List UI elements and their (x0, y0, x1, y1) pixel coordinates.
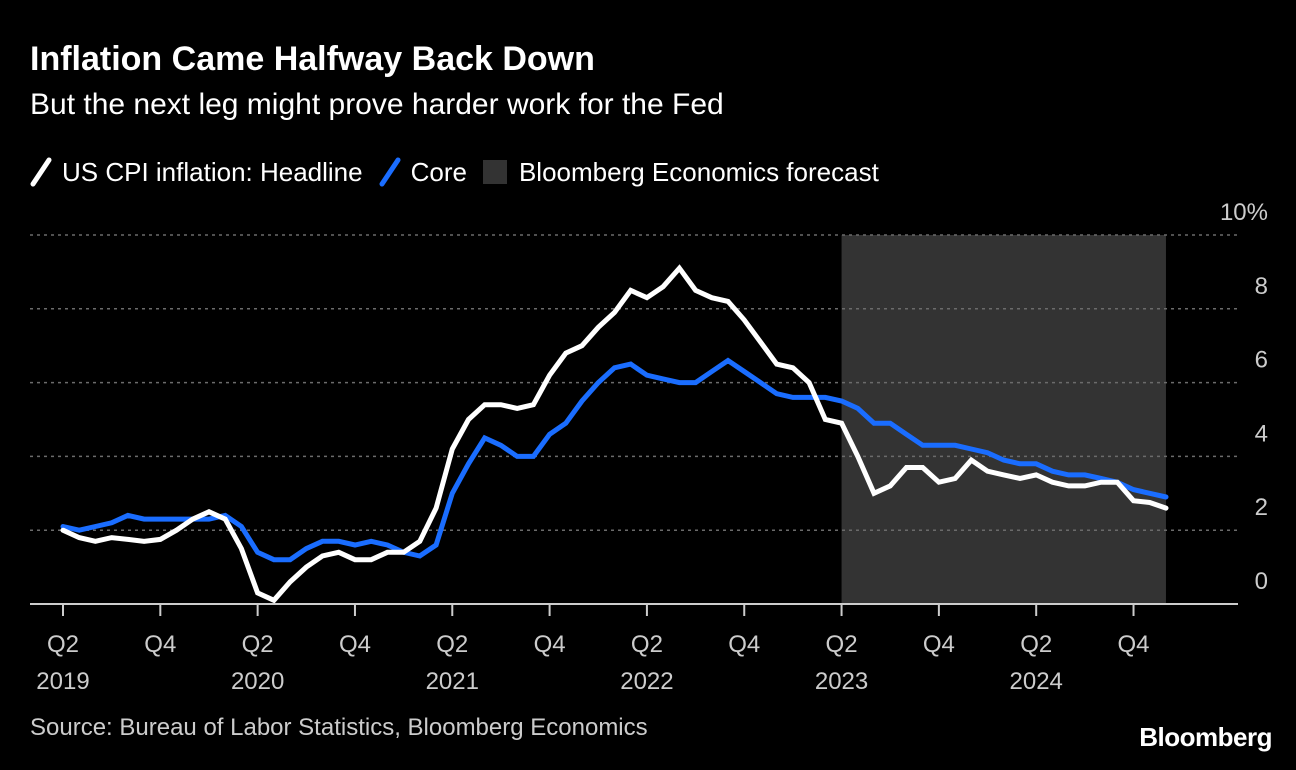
core-series-line (60, 357, 1169, 563)
label-layer: 10% 8 6 4 2 0 Q2 2019 Q4 Q2 2020 Q4 Q2 2021 Q4 Q2 2022 Q4… (36, 199, 1268, 695)
x-tick-label-year: 2023 (815, 668, 868, 695)
legend-headline-label: US CPI inflation: Headline (62, 156, 363, 187)
forecast-swatch-icon (482, 160, 507, 184)
y-tick-label: 8 (1255, 273, 1268, 300)
x-tick-label-quarter: Q4 (1118, 631, 1150, 658)
axis-layer (30, 603, 1238, 616)
x-tick-label-quarter: Q2 (1020, 631, 1052, 658)
x-tick-label-year: 2022 (620, 668, 673, 695)
x-tick-label-quarter: Q2 (631, 631, 663, 658)
y-tick-label: 0 (1255, 568, 1268, 595)
x-tick-label-year: 2019 (36, 668, 89, 695)
x-tick-label-year: 2020 (231, 668, 284, 695)
x-tick-label-quarter: Q2 (436, 631, 468, 658)
source-note: Source: Bureau of Labor Statistics, Bloo… (30, 714, 648, 741)
x-tick-label-quarter: Q2 (47, 631, 79, 658)
legend-core-label: Core (410, 156, 467, 187)
legend-item-forecast: Bloomberg Economics forecast (482, 156, 879, 188)
headline-swatch-stroke (30, 157, 52, 187)
y-tick-label: 6 (1255, 347, 1268, 374)
bloomberg-logo: Bloomberg (1139, 722, 1272, 752)
legend-item-core: Core (379, 157, 467, 188)
legend: US CPI inflation: Headline Core Bloomber… (30, 154, 895, 190)
x-tick-label-quarter: Q4 (923, 631, 955, 658)
chart-subtitle: But the next leg might prove harder work… (30, 88, 724, 121)
core-line-swatch-icon (379, 157, 401, 187)
x-tick-label-year: 2024 (1010, 668, 1063, 695)
y-tick-label: 2 (1255, 494, 1268, 521)
forecast-layer (841, 235, 1166, 604)
x-tick-label-quarter: Q4 (728, 631, 760, 658)
series-layer (60, 264, 1169, 604)
x-tick-label-year: 2021 (426, 668, 479, 695)
headline-line-swatch-icon (30, 157, 52, 187)
x-tick-label-quarter: Q2 (826, 631, 858, 658)
headline-series-line (60, 264, 1169, 604)
y-tick-label: 10% (1220, 199, 1268, 226)
grid-layer (30, 234, 1238, 531)
x-tick-label-quarter: Q2 (242, 631, 274, 658)
x-tick-label-quarter: Q4 (144, 631, 176, 658)
chart-title: Inflation Came Halfway Back Down (30, 40, 595, 78)
legend-forecast-label: Bloomberg Economics forecast (518, 156, 879, 187)
y-tick-label: 4 (1255, 420, 1268, 447)
x-tick-label-quarter: Q4 (534, 631, 566, 658)
forecast-shaded-region (841, 235, 1166, 604)
x-tick-label-quarter: Q4 (339, 631, 371, 658)
legend-item-headline: US CPI inflation: Headline (30, 157, 363, 188)
core-swatch-stroke (379, 157, 401, 187)
